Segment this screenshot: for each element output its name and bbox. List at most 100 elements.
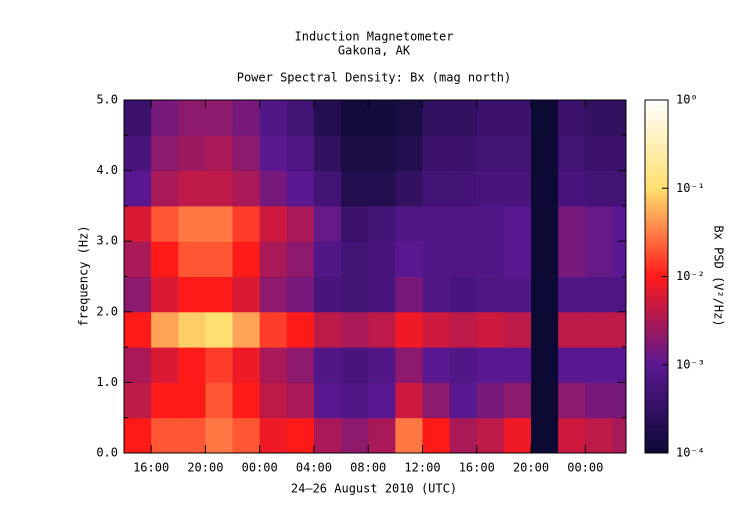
cell: [503, 417, 532, 454]
cell: [286, 205, 315, 242]
y-tick-label: 0.0: [96, 446, 118, 460]
cell: [178, 135, 206, 172]
cell: [531, 382, 559, 419]
x-tick-label: 20:00: [187, 461, 223, 475]
cell: [449, 135, 478, 172]
cell: [503, 170, 532, 207]
cell: [124, 276, 152, 313]
cell: [395, 276, 423, 313]
cell: [449, 100, 478, 136]
cell: [585, 382, 613, 419]
cell: [531, 347, 559, 383]
cell: [178, 170, 206, 207]
cell: [558, 417, 586, 454]
cell: [286, 347, 315, 383]
cell: [232, 241, 261, 277]
cell: [476, 382, 505, 419]
cell: [286, 311, 315, 348]
cell: [503, 205, 532, 242]
cell: [368, 205, 396, 242]
cell: [341, 311, 369, 348]
cell: [558, 170, 586, 207]
chart-subtitle: Gakona, AK: [338, 44, 411, 58]
cell: [259, 241, 288, 277]
cell: [205, 347, 234, 383]
cell: [178, 311, 206, 348]
cell: [585, 205, 613, 242]
cell: [151, 241, 179, 277]
cell: [476, 276, 505, 313]
cell: [476, 347, 505, 383]
cell: [341, 170, 369, 207]
cell: [178, 241, 206, 277]
x-axis-label: 24–26 August 2010 (UTC): [291, 482, 457, 496]
cell: [395, 241, 423, 277]
cell: [395, 311, 423, 348]
cell: [124, 417, 152, 454]
cell: [286, 241, 315, 277]
cell: [232, 347, 261, 383]
cell: [449, 347, 478, 383]
cell: [395, 382, 423, 419]
cell: [558, 135, 586, 172]
cell: [476, 311, 505, 348]
cell: [368, 347, 396, 383]
plot-title: Power Spectral Density: Bx (mag north): [237, 71, 512, 85]
cell: [503, 135, 532, 172]
cell: [178, 347, 206, 383]
cell: [124, 170, 152, 207]
cell: [368, 276, 396, 313]
cell: [476, 205, 505, 242]
cell: [422, 100, 451, 136]
cell: [286, 100, 315, 136]
cell: [558, 276, 586, 313]
cell: [286, 170, 315, 207]
cell: [259, 311, 288, 348]
cell: [124, 205, 152, 242]
cell: [531, 135, 559, 172]
cell: [313, 100, 342, 136]
x-tick-label: 20:00: [513, 461, 549, 475]
cell: [313, 241, 342, 277]
cell: [151, 347, 179, 383]
y-tick-label: 4.0: [96, 163, 118, 177]
cell: [612, 417, 627, 454]
cell: [476, 241, 505, 277]
cell: [558, 311, 586, 348]
cell: [205, 417, 234, 454]
cell: [531, 100, 559, 136]
cell: [503, 241, 532, 277]
cell: [232, 170, 261, 207]
cell: [449, 382, 478, 419]
cell: [503, 347, 532, 383]
cell: [449, 205, 478, 242]
x-tick-label: 12:00: [404, 461, 440, 475]
x-tick-label: 16:00: [133, 461, 169, 475]
cell: [178, 205, 206, 242]
cell: [124, 135, 152, 172]
x-tick-label: 08:00: [350, 461, 386, 475]
cell: [585, 311, 613, 348]
cell: [178, 276, 206, 313]
colorbar-tick-label: 10⁻¹: [676, 181, 705, 195]
colorbar-tick-label: 10⁰: [676, 93, 698, 107]
cell: [124, 382, 152, 419]
cell: [341, 347, 369, 383]
colorbar-tick-label: 10⁻²: [676, 269, 705, 283]
cell: [341, 241, 369, 277]
cell: [395, 100, 423, 136]
cell: [422, 241, 451, 277]
cell: [205, 205, 234, 242]
cell: [232, 276, 261, 313]
cell: [368, 417, 396, 454]
cell: [313, 205, 342, 242]
cell: [259, 276, 288, 313]
cell: [558, 382, 586, 419]
cell: [449, 417, 478, 454]
cell: [449, 170, 478, 207]
cell: [151, 170, 179, 207]
cell: [422, 417, 451, 454]
y-tick-label: 2.0: [96, 304, 118, 318]
cell: [341, 417, 369, 454]
cell: [341, 276, 369, 313]
